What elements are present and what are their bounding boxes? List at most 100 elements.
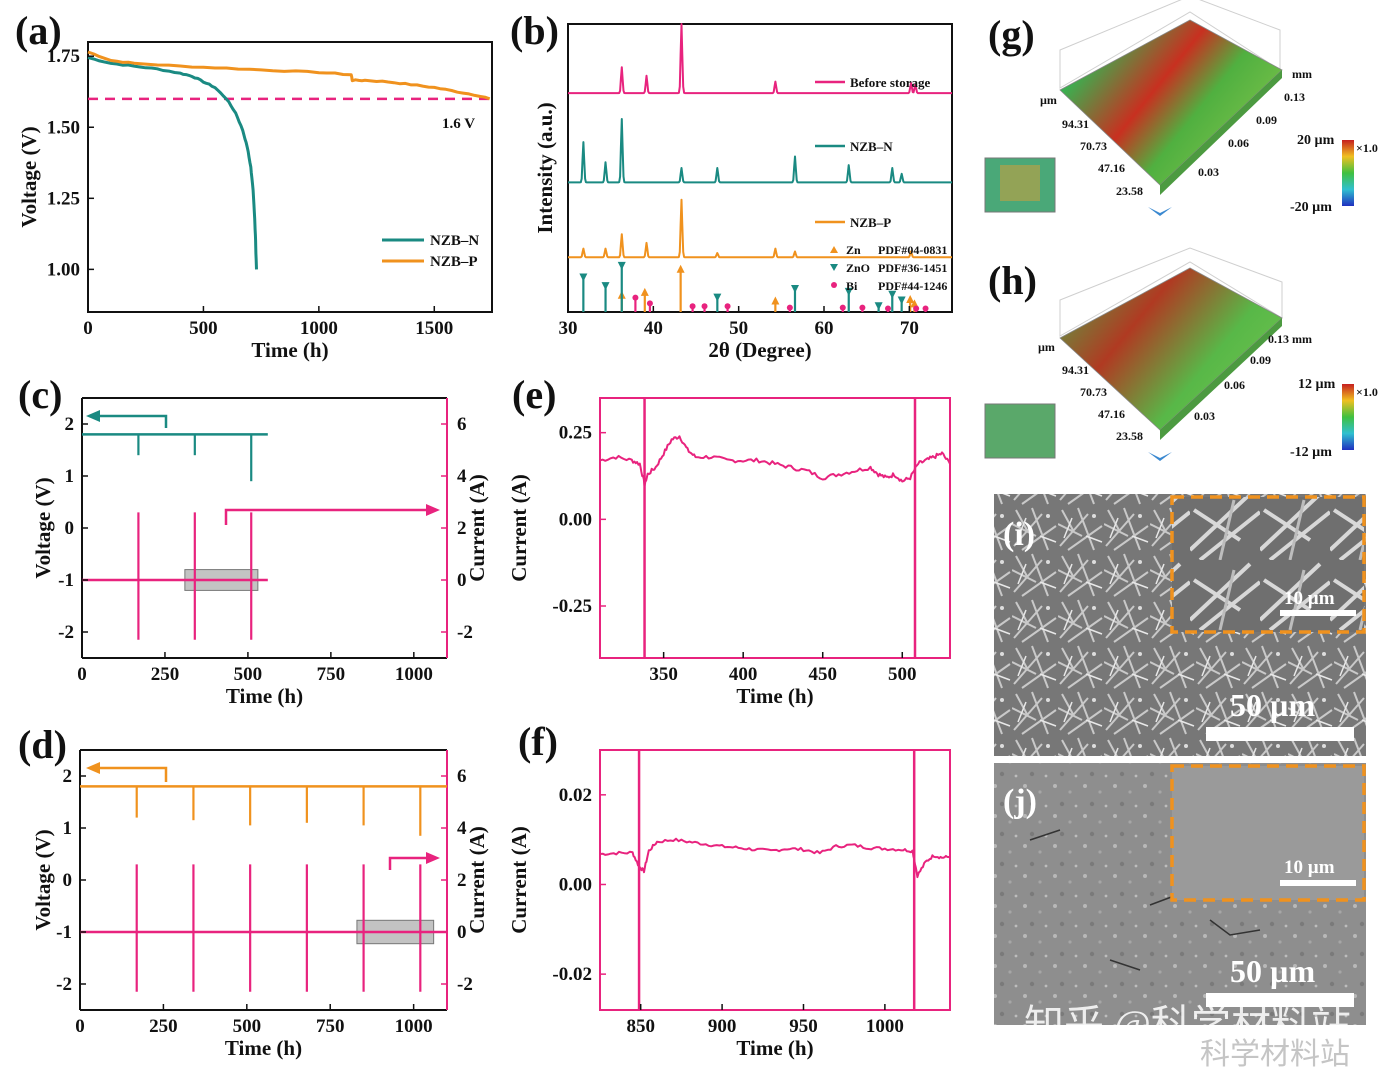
xrd-pattern-b-1 [567,118,953,184]
scalebar-main-i [1206,727,1354,741]
y-tick-label-e-1: 0.00 [559,509,592,530]
y-right-tick-label-c-4: 6 [457,414,467,435]
ref-marker-zno-7 [888,290,897,299]
x-tick-label-b-0: 30 [559,318,578,339]
scale-main-label-j: 50 µm [1230,953,1315,989]
axis-tick-right-h-2: 0.06 [1224,378,1245,392]
x-axis-label-d: Time (h) [225,1036,302,1060]
arrowhead-current-c [426,504,440,516]
colorbar-top-g: 20 µm [1297,133,1335,148]
panel-letter-c: (c) [18,372,62,417]
scale-inset-small-i: 10 µm [1284,588,1335,609]
axis-unit-left-g: µm [1040,93,1057,107]
scalebar-inset-i [1280,610,1356,616]
sem-panel-i: (i) 50 µm 10 µm [994,494,1366,756]
xrd-pattern-b-2 [567,198,953,259]
ref-marker-zno-2 [617,261,626,270]
y-axis-label-d: Voltage (V) [31,829,55,930]
x-tick-label-e-3: 500 [888,664,917,685]
surface-panel-g: µm 94.31 70.73 47.16 23.58 mm 0.13 0.09 … [984,0,1378,216]
axis-tick-left-h-3: 23.58 [1116,429,1143,443]
x-tick-label-e-1: 400 [729,664,758,685]
watermark-main: 知乎 @科学材料站 [1024,1002,1351,1047]
x-axis-label-a: Time (h) [251,338,328,362]
x-axis-label-c: Time (h) [226,684,303,708]
ref-marker-zno-3 [713,293,722,302]
ref-marker-zno-8 [897,296,906,305]
ref-marker-bi-1 [646,300,653,307]
ref-marker-bi-0 [632,294,639,301]
x-axis-label-f: Time (h) [736,1036,813,1060]
colorbar-bottom-h: -12 µm [1290,445,1332,460]
x-tick-label-b-2: 50 [729,318,748,339]
axis-tick-left-g-1: 70.73 [1080,139,1107,153]
scale-inset-label-i: 50 µm [1230,687,1315,723]
ref-marker-bi-8 [885,305,891,312]
compass-icon-g [1148,207,1172,216]
y-right-tick-label-d-4: 6 [457,766,467,787]
scale-inset-small-j: 10 µm [1284,857,1335,878]
compass-icon-h [1148,452,1172,461]
x-axis-label-e: Time (h) [736,684,813,708]
y-tick-label-f-0: -0.02 [552,964,592,985]
axis-unit-right-g: mm [1292,67,1312,81]
panel-letter-f: (f) [518,719,558,764]
scale-factor-h: ×1.0 [1356,385,1378,399]
y-tick-label-c-2: 0 [65,518,75,539]
current-trace-e [599,435,951,488]
thumbnail-h [984,403,1056,459]
arrowhead-current-d [426,852,440,864]
chart-e: 350 400 450 500 Time (h) -0.25 0.00 0.25 Current… [507,397,951,708]
y-tick-label-e-0: -0.25 [552,596,592,617]
legend-label-nzbn-b: NZB–N [850,139,893,154]
ref-marker-bi-7 [859,304,866,311]
y-tick-label-f-1: 0.00 [559,874,592,895]
axis-tick-left-g-0: 94.31 [1062,117,1089,131]
x-tick-label-e-2: 450 [808,664,837,685]
y-tick-label-d-4: 2 [63,766,73,787]
surface-g-side [1160,70,1282,195]
axis-tick-right-g-2: 0.06 [1228,136,1249,150]
legend-label-nzbp-b: NZB–P [850,215,891,230]
series-line-a-1 [87,50,491,101]
panel-letter-h: (h) [988,258,1037,303]
panel-letter-g: (g) [988,12,1035,57]
axis-tick-right-g-3: 0.03 [1198,165,1219,179]
panel-letter-j: (j) [1003,783,1037,820]
arrow-voltage-c [92,414,168,428]
axis-tick-left-g-3: 23.58 [1116,184,1143,198]
x-tick-label-d-3: 750 [316,1016,345,1037]
ref-marker-zno-1 [601,282,610,291]
chart-b: 30 40 50 60 70 2θ (Degree) Intensity (a.u.) [533,23,953,362]
ref-marker-zn-1 [640,287,649,296]
thumbnail-g-hotspot [1000,165,1040,201]
scalebar-inset-j [1280,880,1356,886]
y-axis-label-c: Voltage (V) [31,477,55,578]
sem-inset-j [1170,764,1366,902]
ref-pdf-zn: PDF#04-0831 [878,243,947,257]
arrowhead-voltage-c [86,410,100,422]
x-tick-label-d-4: 1000 [395,1016,433,1037]
axis-tick-right-g-1: 0.09 [1256,113,1277,127]
ref-pdf-bi: PDF#44-1246 [878,279,947,293]
current-trace-f [599,837,951,879]
y-right-tick-label-c-1: 0 [457,570,467,591]
ref-marker-bi-5 [786,304,793,311]
scalebar-main-j [1206,993,1354,1007]
y-right-tick-label-d-0: -2 [457,974,473,995]
arrow-current-d [388,856,432,870]
axis-tick-left-g-2: 47.16 [1098,161,1125,175]
x-tick-label-c-2: 500 [234,664,263,685]
y-tick-label-d-2: 0 [63,870,73,891]
sem-inset-i [1170,495,1366,634]
y-axis-label-d-right: Current (A) [465,826,489,934]
y-right-tick-label-d-3: 4 [457,818,467,839]
plot-frame-f [599,749,951,1011]
colorbar-top-h: 12 µm [1298,377,1336,392]
ref-marker-bi-3 [701,303,708,310]
x-axis-label-b: 2θ (Degree) [708,338,811,362]
ref-marker-bi-4 [724,303,731,310]
y-tick-label-c-3: 1 [65,466,75,487]
scale-factor-g: ×1.0 [1356,141,1378,155]
